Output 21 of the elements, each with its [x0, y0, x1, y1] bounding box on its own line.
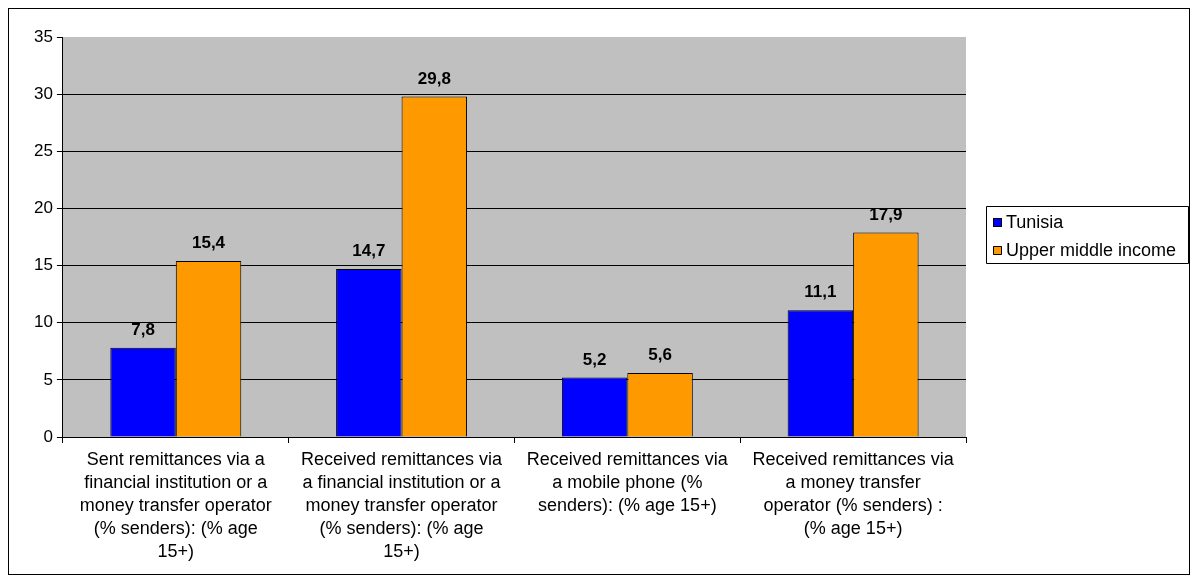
x-tick-label: Received remittances via a money transfer operator (% senders) : (% age 15+)	[752, 449, 955, 539]
data-label: 7,8	[131, 320, 155, 340]
y-tick-label: 20	[33, 198, 53, 218]
data-label: 15,4	[191, 233, 226, 253]
legend-label: Tunisia	[1006, 211, 1065, 232]
data-label: 5,2	[582, 349, 607, 369]
y-tick-label: 35	[33, 26, 53, 46]
data-label: 29,8	[417, 68, 451, 88]
legend-label: Upper middle income	[1006, 239, 1177, 260]
y-tick-label: 5	[43, 369, 53, 389]
y-tick-label: 10	[33, 312, 53, 332]
x-tick-label: Sent remittances via a financial institution or a money transfer operator (% senders): (% age 15+)	[79, 449, 272, 562]
data-label: 14,7	[352, 241, 386, 261]
y-tick-label: 25	[33, 140, 53, 160]
data-label: 5,6	[648, 345, 672, 365]
y-tick-label: 0	[43, 426, 53, 446]
x-tick-label: Received remittances via a mobile phone (% senders): (% age 15+)	[526, 449, 729, 516]
data-label: 11,1	[804, 282, 837, 302]
y-tick-label: 30	[33, 83, 53, 103]
x-tick-label: Received remittances via a financial institution or a money transfer operator (% senders): (% age 15+)	[301, 449, 504, 562]
y-tick-label: 15	[33, 255, 53, 275]
